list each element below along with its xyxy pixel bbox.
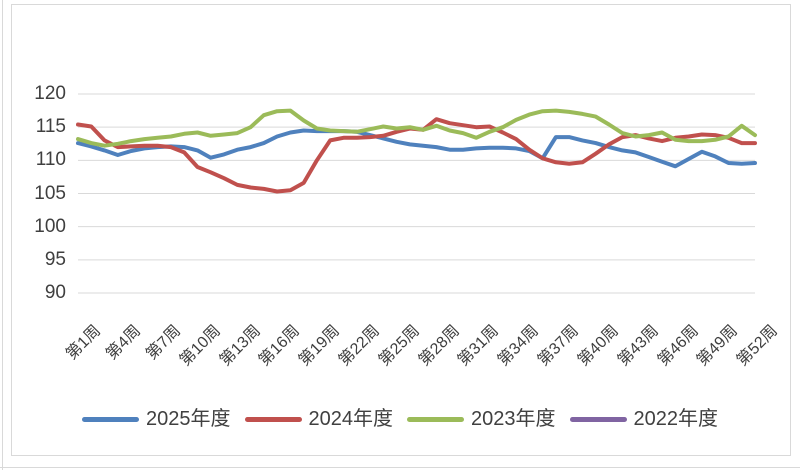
legend-item-2023[interactable]: 2023年度 (407, 403, 556, 435)
sheet-edge-line (0, 467, 800, 468)
y-tick-label: 110 (35, 149, 66, 171)
legend-label: 2024年度 (308, 408, 394, 430)
sheet-edge-line (2, 0, 3, 470)
y-tick-label: 100 (34, 215, 66, 237)
legend[interactable]: 2025年度 2024年度 2023年度 2022年度 (0, 403, 800, 435)
legend-item-2022[interactable]: 2022年度 (569, 403, 719, 435)
legend-label: 2025年度 (146, 408, 231, 430)
legend-label: 2023年度 (471, 408, 556, 430)
y-tick-label: 105 (34, 182, 66, 204)
legend-item-2025[interactable]: 2025年度 (82, 403, 231, 435)
chart-frame[interactable] (11, 4, 791, 456)
legend-item-2024[interactable]: 2024年度 (244, 403, 394, 435)
y-tick-label: 90 (44, 282, 66, 303)
legend-swatch-2025 (82, 416, 139, 422)
series-line-2025[interactable] (76, 128, 757, 169)
legend-swatch-2022 (569, 416, 627, 422)
y-tick-label: 120 (34, 83, 66, 104)
y-tick-label: 95 (44, 248, 66, 270)
series-line-2023[interactable] (76, 108, 757, 148)
legend-swatch-2023 (407, 416, 464, 422)
legend-swatch-2024 (244, 416, 302, 422)
legend-label: 2022年度 (633, 408, 719, 430)
y-tick-label: 115 (35, 116, 66, 138)
